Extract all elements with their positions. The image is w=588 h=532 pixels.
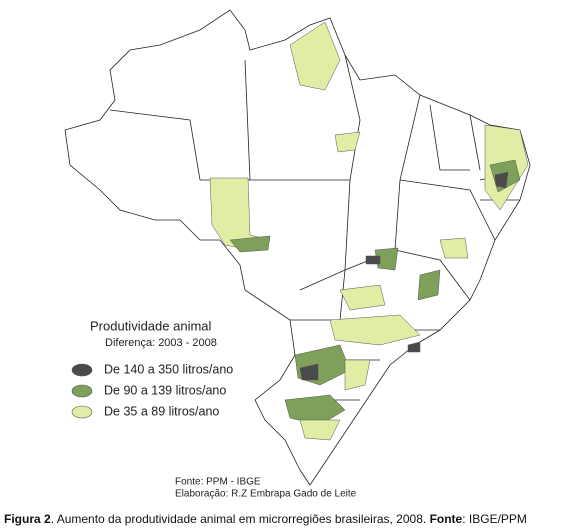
caption-text: . Aumento da produtividade animal em mic… [50, 512, 430, 526]
legend-label: De 90 a 139 litros/ano [104, 383, 226, 397]
region [284, 394, 346, 426]
legend-subtitle: Diferença: 2003 - 2008 [105, 337, 217, 349]
region [289, 21, 341, 91]
region [417, 269, 441, 301]
map: Produtividade animal Diferença: 2003 - 2… [64, 9, 531, 500]
region [299, 363, 319, 381]
caption: Figura 2. Aumento da produtividade anima… [4, 512, 527, 526]
legend-title: Produtividade animal [90, 318, 212, 333]
legend-label: De 140 a 350 litros/ano [104, 362, 233, 376]
region [329, 314, 421, 346]
region [299, 419, 341, 441]
legend-swatch [71, 405, 93, 419]
region [407, 341, 421, 353]
source-line: Fonte: PPM - IBGE [175, 477, 261, 488]
region [365, 255, 381, 265]
country-outline [64, 9, 531, 486]
region [339, 284, 386, 311]
region [439, 237, 469, 259]
region [344, 359, 371, 391]
region [494, 171, 509, 189]
legend-swatch [71, 363, 93, 377]
legend-label: De 35 a 89 litros/ano [104, 404, 219, 418]
caption-source-label: Fonte [429, 512, 463, 526]
legend: De 140 a 350 litros/ano De 90 a 139 litro… [71, 362, 233, 419]
caption-source: : IBGE/PPM [462, 512, 527, 526]
source-line: Elaboração: R.Z Embrapa Gado de Leite [175, 489, 357, 500]
region [334, 131, 361, 153]
caption-label: Figura 2 [4, 512, 51, 526]
region-fills [209, 21, 529, 441]
region [229, 235, 271, 253]
legend-swatch [71, 384, 93, 398]
